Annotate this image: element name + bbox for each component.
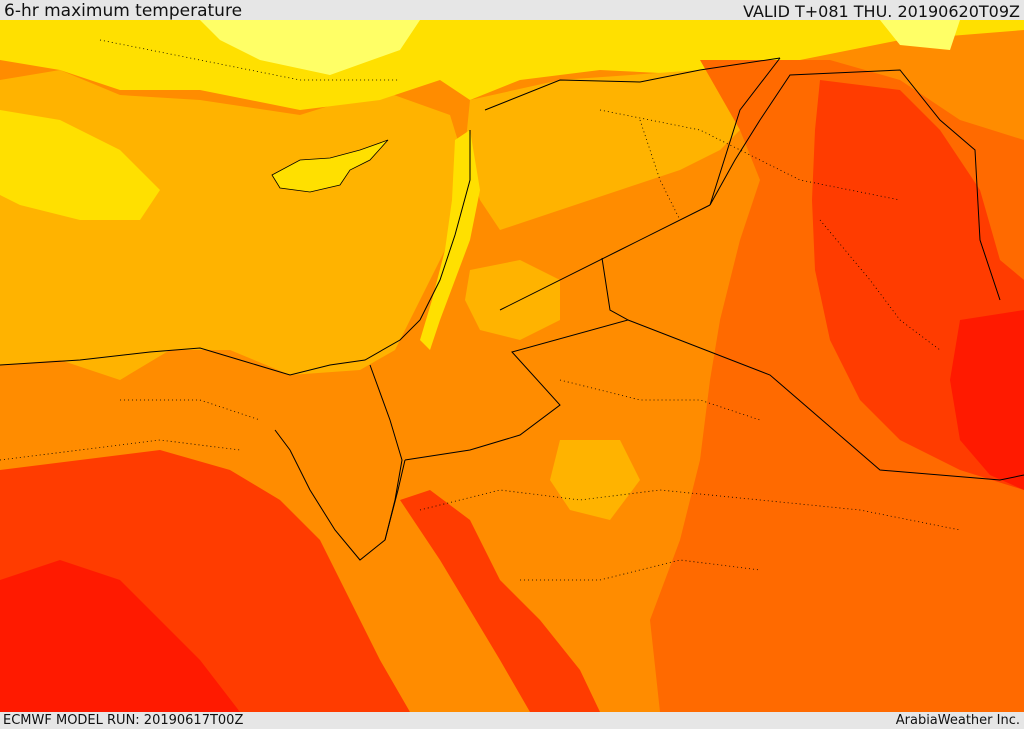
jordan-light bbox=[465, 260, 560, 340]
temperature-map[interactable] bbox=[0, 20, 1024, 712]
footer-bar: ECMWF MODEL RUN: 20190617T00Z ArabiaWeat… bbox=[0, 712, 1024, 729]
hijaz-red bbox=[400, 490, 600, 712]
west-med-warm bbox=[0, 110, 160, 220]
province-borders bbox=[0, 39, 961, 581]
map-title: 6-hr maximum temperature bbox=[4, 1, 243, 21]
levant-coast bbox=[420, 130, 480, 350]
nafud-light bbox=[550, 440, 640, 520]
cyprus bbox=[271, 139, 389, 193]
egypt-red bbox=[0, 560, 240, 712]
country-borders bbox=[0, 57, 1024, 561]
map-canvas bbox=[0, 20, 1024, 712]
valid-time: VALID T+081 THU. 20190620T09Z bbox=[743, 2, 1020, 21]
syria-zone bbox=[465, 60, 780, 230]
header-bar: 6-hr maximum temperature VALID T+081 THU… bbox=[0, 0, 1024, 20]
red-sea bbox=[280, 440, 530, 712]
mediterranean-sea bbox=[0, 70, 470, 380]
gulf-red bbox=[950, 310, 1024, 490]
model-run: ECMWF MODEL RUN: 20190617T00Z bbox=[3, 713, 244, 728]
credit: ArabiaWeather Inc. bbox=[895, 713, 1020, 728]
turkey-cool-areas bbox=[200, 20, 960, 75]
